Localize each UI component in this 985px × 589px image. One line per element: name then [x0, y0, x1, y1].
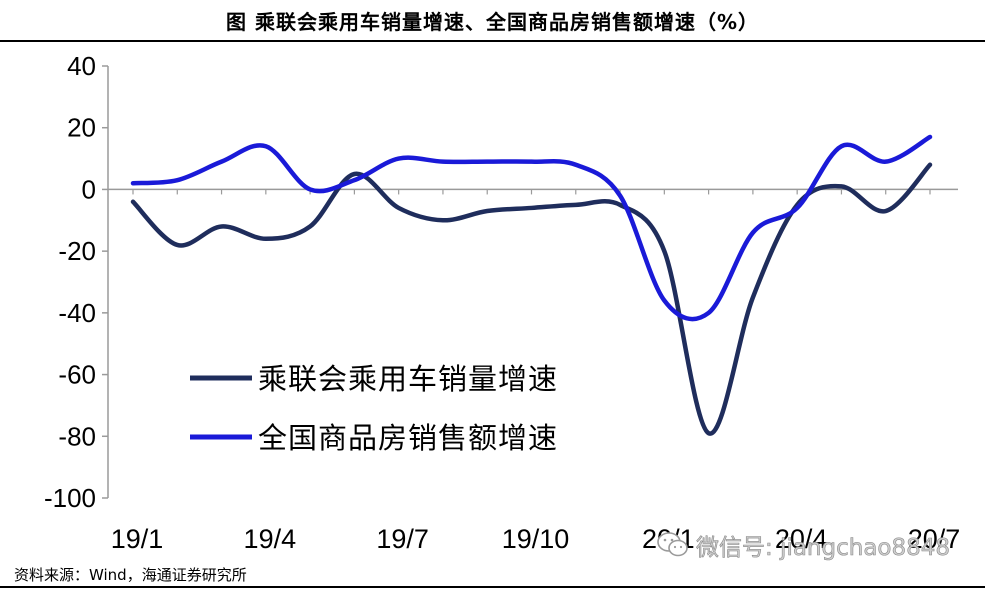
y-tick-label: -80 — [58, 421, 96, 451]
x-tick-label: 20/4 — [775, 524, 828, 554]
y-tick-label: -20 — [58, 236, 96, 266]
series-lines — [130, 134, 933, 436]
x-tick-label: 19/10 — [502, 524, 570, 554]
x-tick-label: 19/4 — [244, 524, 297, 554]
watermark-text: 微信号: jiangchao8848 — [696, 535, 951, 562]
source-note: 资料来源：Wind，海通证券研究所 — [14, 566, 247, 584]
y-tick-label: -40 — [58, 298, 96, 328]
chart-title: 图 乘联会乘用车销量增速、全国商品房销售额增速（%） — [225, 10, 759, 34]
x-tick-label: 19/7 — [376, 524, 429, 554]
legend-label: 乘联会乘用车销量增速 — [258, 362, 558, 396]
line-chart: 40 20 0 -20 -40 -60 -80 -100 19/1 19/4 19/7 19/10 2… — [44, 51, 961, 554]
y-tick-label: 40 — [67, 51, 96, 81]
wechat-icon — [657, 532, 688, 557]
y-tick-label: -60 — [58, 360, 96, 390]
title-bar: 图 乘联会乘用车销量增速、全国商品房销售额增速（%） — [0, 0, 985, 42]
watermark: 微信号: jiangchao8848 — [656, 527, 950, 563]
y-tick-label: -100 — [44, 483, 96, 513]
bottom-rule — [0, 586, 985, 588]
y-tick-label: 20 — [67, 113, 96, 143]
y-axis: 40 20 0 -20 -40 -60 -80 -100 — [44, 51, 109, 513]
x-tick-label: 20/7 — [908, 524, 961, 554]
y-tick-label: 0 — [82, 174, 96, 204]
legend-label: 全国商品房销售额增速 — [258, 421, 558, 455]
x-tick-label: 19/1 — [111, 524, 164, 554]
series-line-2 — [130, 134, 933, 322]
